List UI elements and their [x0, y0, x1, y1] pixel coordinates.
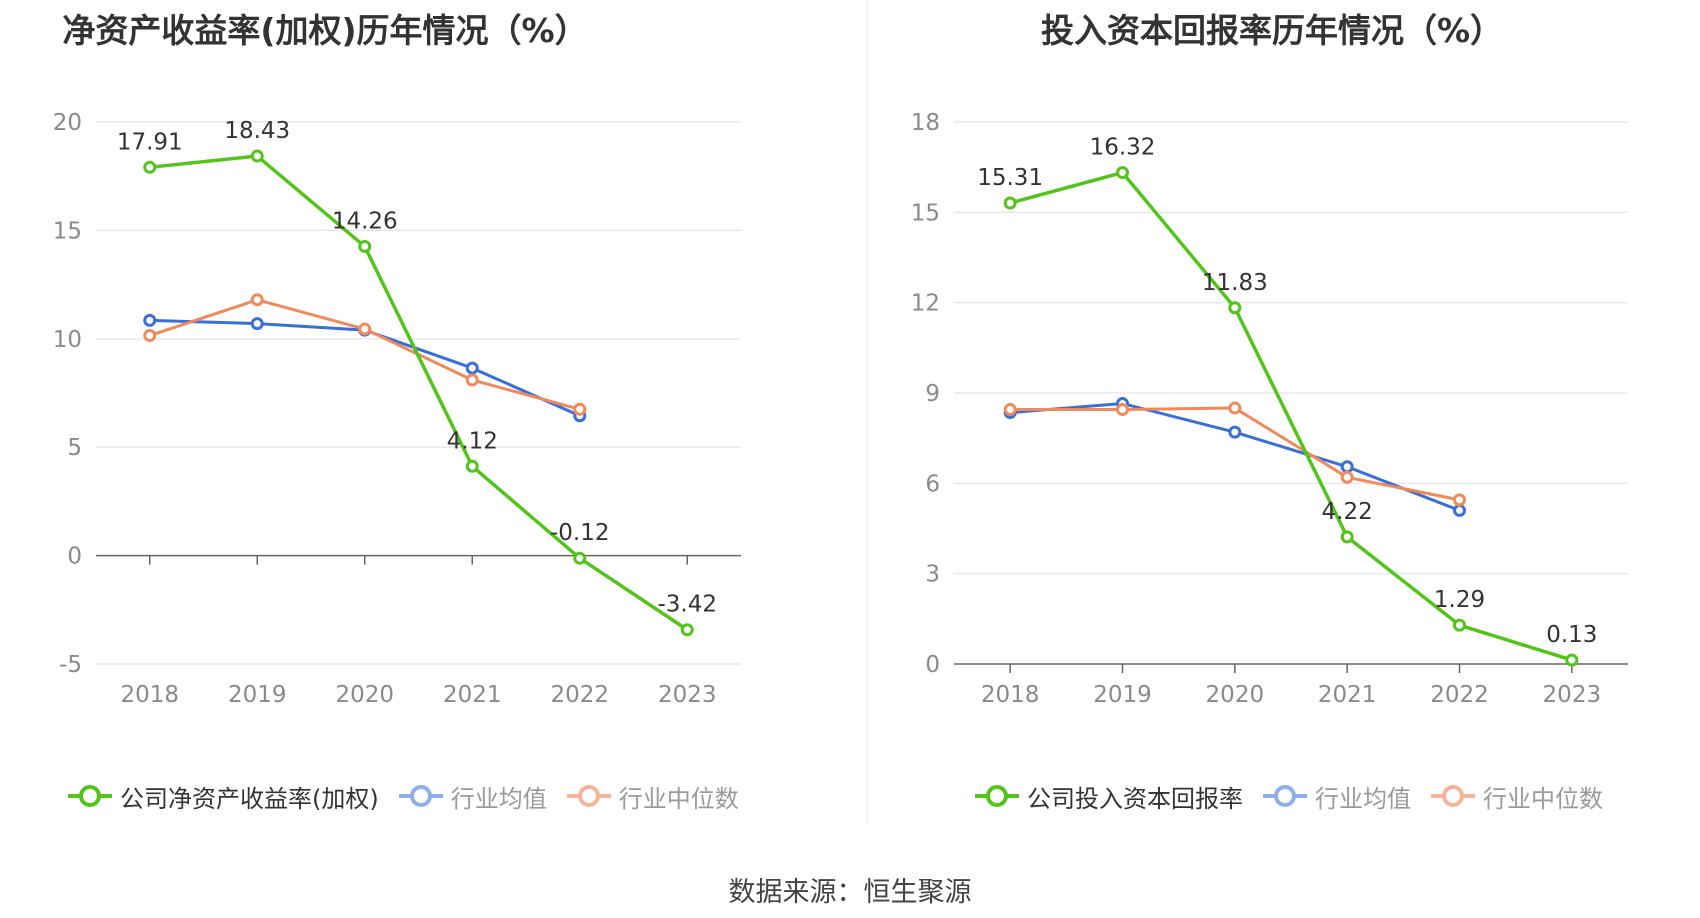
roic-industry-avg-point-2022[interactable]	[1453, 503, 1466, 517]
roe-x-tick-label-2021: 2021	[443, 682, 502, 708]
roic-x-tick-label-2018: 2018	[981, 682, 1040, 708]
roe-y-tick-label: 15	[53, 218, 82, 244]
roic-chart-title: 投入资本回报率历年情况（%）	[1040, 11, 1504, 50]
legend-swatch-company-roic	[975, 785, 1019, 807]
roe-company-line	[149, 154, 689, 632]
legend-item-company-roic[interactable]: 公司投入资本回报率	[975, 779, 1243, 814]
legend-item-industry-avg-roe[interactable]: 行业均值	[398, 779, 547, 814]
roic-chart-legend: 公司投入资本回报率 行业均值 行业中位数	[975, 776, 1623, 816]
roe-x-tick-label-2020: 2020	[335, 682, 394, 708]
roe-industry-median-point-2020[interactable]	[358, 322, 372, 336]
roic-x-tick-label-2023: 2023	[1543, 682, 1602, 708]
data-source-note: 数据来源：恒生聚源	[728, 877, 972, 908]
roic-industry-median-line	[1010, 406, 1460, 502]
roe-chart-title: 净资产收益率(加权)历年情况（%）	[62, 11, 588, 50]
roic-company-point-2022[interactable]	[1453, 618, 1466, 632]
roe-y-tick-label: 20	[53, 110, 82, 136]
roic-company-data-label-2018: 15.31	[977, 165, 1043, 191]
roe-x-tick-label-2022: 2022	[550, 682, 609, 708]
roic-company-point-2019[interactable]	[1116, 166, 1129, 180]
legend-label-industry-avg-roe: 行业均值	[450, 784, 547, 813]
roe-industry-avg-point-2021[interactable]	[465, 361, 479, 375]
roic-industry-avg-line	[1010, 402, 1461, 512]
roic-company-point-2020[interactable]	[1228, 301, 1242, 315]
legend-swatch-industry-median-roic	[1431, 785, 1475, 807]
roic-industry-median-point-2021[interactable]	[1340, 470, 1354, 484]
roe-industry-avg-point-2019[interactable]	[250, 317, 264, 331]
roe-y-tick-label: -5	[59, 652, 82, 678]
roic-y-tick-label: 3	[925, 562, 940, 588]
roe-industry-median-line	[149, 298, 581, 411]
roic-chart-plot: 0 3 6 9 12 15 18 2018 2019 2020 2021 2022 2023 15.31 1…	[911, 110, 1628, 708]
roe-industry-median-point-2018[interactable]	[143, 329, 157, 343]
legend-item-industry-median-roic[interactable]: 行业中位数	[1431, 779, 1603, 814]
roe-y-tick-label: 0	[67, 544, 82, 570]
roic-industry-avg-point-2020[interactable]	[1228, 425, 1242, 439]
roic-industry-median-point-2022[interactable]	[1453, 493, 1466, 507]
roe-company-data-label-2018: 17.91	[117, 129, 183, 155]
roic-x-tick-label-2020: 2020	[1206, 682, 1265, 708]
roe-x-tick-label-2019: 2019	[228, 682, 287, 708]
roe-chart-plot: -5 0 5 10 15 20 2018 2019 2020 2021 2022 2023 17.91 1…	[53, 110, 741, 708]
roic-y-tick-label: 9	[925, 381, 940, 407]
legend-label-company-roe: 公司净资产收益率(加权)	[120, 784, 379, 813]
roic-company-point-2021[interactable]	[1340, 530, 1354, 544]
roic-company-data-label-2020: 11.83	[1202, 270, 1268, 296]
legend-swatch-company-roe	[68, 785, 112, 807]
roe-industry-median-point-2021[interactable]	[465, 373, 479, 387]
legend-swatch-industry-avg-roe	[398, 785, 443, 807]
roic-company-point-2023[interactable]	[1565, 653, 1579, 667]
roic-x-tick-label-2022: 2022	[1430, 682, 1489, 708]
legend-label-industry-avg-roic: 行业均值	[1315, 784, 1411, 813]
roic-y-tick-label: 15	[911, 200, 940, 226]
roe-chart-panel: 净资产收益率(加权)历年情况（%） -5 0 5 10 15 20 2018 2019 2020…	[0, 0, 850, 820]
roic-industry-median-point-2019[interactable]	[1116, 403, 1129, 417]
roe-x-tick-label-2018: 2018	[120, 682, 179, 708]
roe-company-point-2023[interactable]	[680, 623, 694, 637]
roic-company-data-label-2021: 4.22	[1322, 499, 1373, 525]
roic-y-tick-label: 0	[925, 652, 940, 678]
roe-industry-median-point-2022[interactable]	[573, 402, 587, 416]
legend-label-industry-median-roe: 行业中位数	[618, 784, 739, 813]
legend-swatch-industry-median-roe	[566, 785, 611, 807]
legend-label-industry-median-roic: 行业中位数	[1483, 784, 1603, 813]
legend-item-industry-avg-roic[interactable]: 行业均值	[1263, 779, 1411, 814]
roic-company-data-label-2019: 16.32	[1090, 135, 1156, 161]
roe-industry-median-point-2019[interactable]	[250, 293, 264, 307]
roic-y-tick-label: 6	[925, 471, 940, 497]
roe-company-data-label-2023: -3.42	[657, 592, 717, 618]
roe-chart-legend: 公司净资产收益率(加权) 行业均值 行业中位数	[68, 776, 759, 816]
roic-y-tick-label: 18	[911, 110, 940, 136]
roic-x-tick-label-2019: 2019	[1093, 682, 1152, 708]
legend-item-company-roe[interactable]: 公司净资产收益率(加权)	[68, 779, 379, 814]
roic-industry-median-point-2020[interactable]	[1228, 401, 1242, 415]
panel-divider	[867, 0, 868, 825]
roic-company-data-label-2022: 1.29	[1434, 587, 1485, 613]
roe-company-data-label-2021: 4.12	[447, 428, 498, 454]
legend-label-company-roic: 公司投入资本回报率	[1027, 784, 1243, 813]
roe-y-tick-label: 5	[67, 435, 82, 461]
roic-company-data-label-2023: 0.13	[1546, 622, 1597, 648]
roe-company-data-label-2022: -0.12	[550, 520, 610, 546]
roe-company-point-2020[interactable]	[358, 239, 372, 253]
roe-x-tick-label-2023: 2023	[658, 682, 717, 708]
roe-company-point-2021[interactable]	[465, 459, 479, 473]
roic-y-tick-label: 12	[911, 291, 940, 317]
roe-y-tick-label: 10	[53, 327, 82, 353]
roe-company-point-2018[interactable]	[143, 160, 157, 174]
roic-industry-avg-point-2021[interactable]	[1340, 460, 1354, 474]
roe-company-data-label-2019: 18.43	[224, 118, 290, 144]
roic-x-tick-label-2021: 2021	[1318, 682, 1377, 708]
roic-industry-median-point-2018[interactable]	[1003, 403, 1017, 417]
legend-swatch-industry-avg-roic	[1263, 785, 1307, 807]
roe-company-point-2022[interactable]	[573, 551, 587, 565]
roic-company-point-2018[interactable]	[1003, 196, 1017, 210]
roe-company-data-label-2020: 14.26	[332, 208, 398, 234]
roic-company-line	[1009, 170, 1573, 662]
roe-company-point-2019[interactable]	[250, 149, 264, 163]
roic-chart-panel: 投入资本回报率历年情况（%） 0 3 6 9 12 15 18 2018 2019 2020 202…	[850, 0, 1700, 820]
legend-item-industry-median-roe[interactable]: 行业中位数	[566, 779, 739, 814]
roe-industry-avg-point-2018[interactable]	[143, 313, 157, 327]
